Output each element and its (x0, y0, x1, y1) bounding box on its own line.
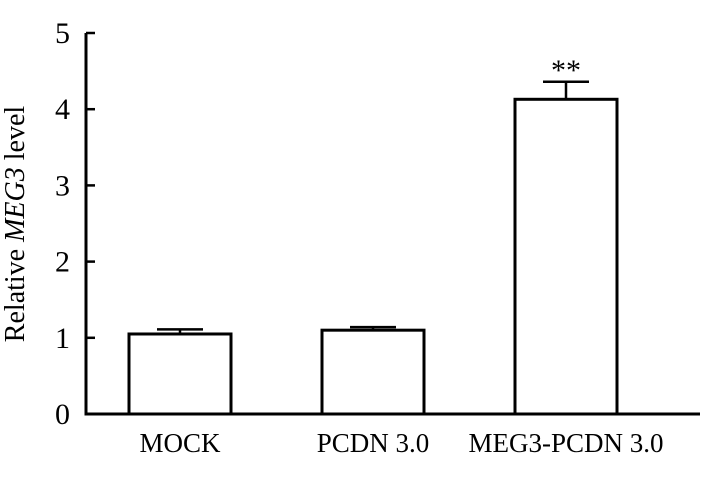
y-axis-label-prefix: Relative (0, 242, 31, 342)
y-tick-label-4: 4 (55, 93, 70, 126)
x-tick-label-2: PCDN 3.0 (317, 428, 430, 458)
bar-2 (320, 328, 426, 416)
x-tick-label-3: MEG3-PCDN 3.0 (468, 428, 663, 458)
y-tick-label-5: 5 (55, 17, 70, 50)
y-tick-label-2: 2 (55, 246, 70, 279)
y-tick-label-1: 1 (55, 322, 70, 355)
y-axis-label-suffix: level (0, 106, 31, 168)
plot-area: 0 1 2 3 4 5 MOCK PCDN 3.0 MEG3-PCDN 3.0 ** (55, 17, 700, 458)
y-tick-label-3: 3 (55, 169, 70, 202)
y-axis-label: Relative MEG3 level (0, 106, 31, 343)
x-tick-label-1: MOCK (139, 428, 221, 458)
y-axis-label-gene: MEG3 (0, 167, 31, 243)
significance-marker-3: ** (551, 54, 581, 87)
bar-3 (513, 97, 619, 416)
y-tick-label-0: 0 (55, 398, 70, 431)
bar-1 (127, 332, 233, 416)
